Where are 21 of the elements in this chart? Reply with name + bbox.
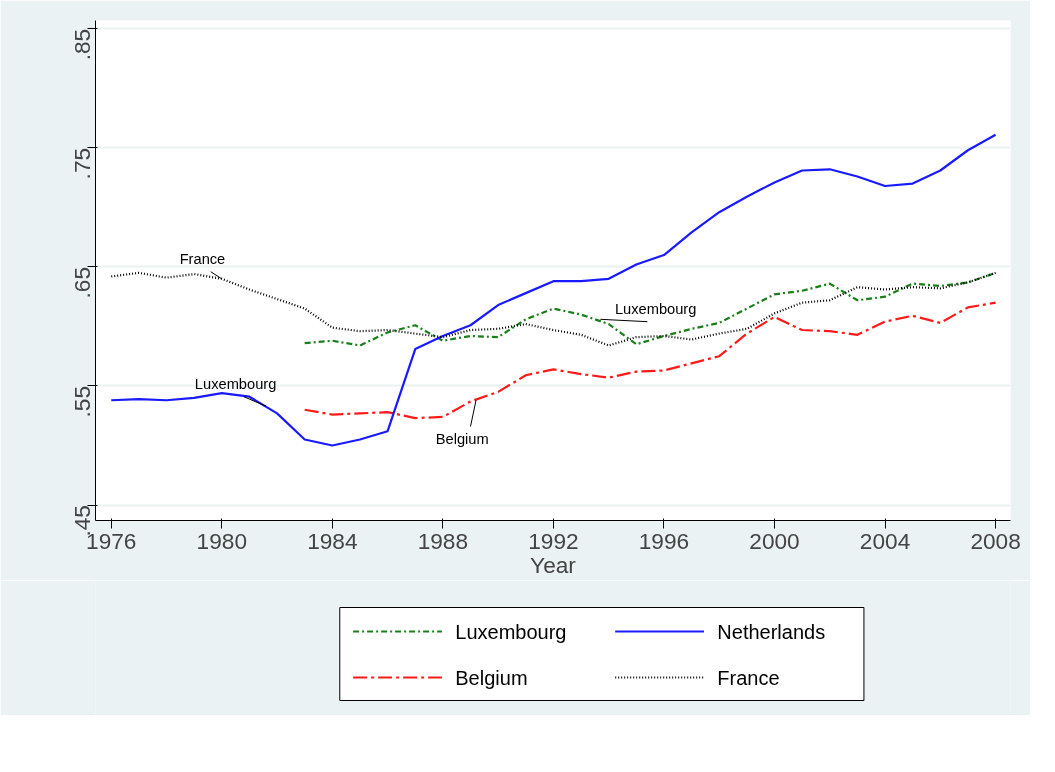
legend-label: France — [717, 666, 780, 689]
y-tick-label: .65 — [69, 266, 95, 299]
annotation: Luxembourg — [194, 375, 277, 392]
legend-label: Luxembourg — [455, 620, 567, 643]
x-tick-label: 1984 — [307, 527, 358, 554]
legend-label: Belgium — [455, 666, 528, 689]
x-tick-label: 1980 — [196, 527, 247, 554]
x-tick-label: 2004 — [859, 527, 911, 554]
y-tick-label: .55 — [69, 385, 95, 418]
annotation: Belgium — [435, 431, 489, 448]
annotation: France — [179, 250, 226, 267]
x-axis-title: Year — [530, 551, 577, 578]
legend-label: Netherlands — [717, 620, 826, 643]
x-tick-label: 2008 — [970, 527, 1021, 554]
x-tick-label: 1996 — [638, 527, 690, 554]
y-tick-label: .85 — [69, 28, 95, 61]
x-tick-label: 1992 — [528, 527, 579, 554]
y-tick-label: .75 — [69, 147, 95, 180]
x-tick-label: 1988 — [417, 527, 469, 554]
x-tick-label: 2000 — [749, 527, 800, 554]
annotation: Luxembourg — [614, 300, 697, 317]
